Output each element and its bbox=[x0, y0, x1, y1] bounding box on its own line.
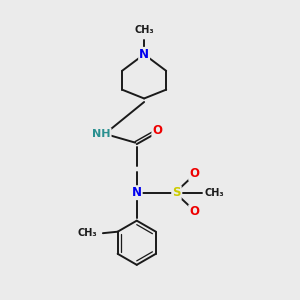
Text: CH₃: CH₃ bbox=[77, 228, 97, 238]
Text: CH₃: CH₃ bbox=[134, 25, 154, 34]
Text: NH: NH bbox=[92, 129, 111, 139]
Text: O: O bbox=[189, 167, 199, 180]
Text: N: N bbox=[139, 48, 149, 61]
Text: S: S bbox=[172, 186, 181, 199]
Text: O: O bbox=[189, 205, 199, 218]
Text: O: O bbox=[152, 124, 162, 137]
Text: CH₃: CH₃ bbox=[205, 188, 224, 198]
Text: N: N bbox=[132, 186, 142, 199]
